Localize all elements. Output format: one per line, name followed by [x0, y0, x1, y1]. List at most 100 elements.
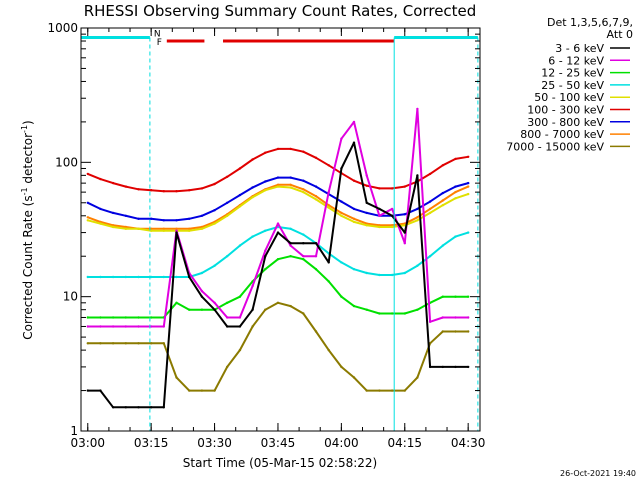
data-point: [188, 389, 191, 392]
data-point: [226, 214, 229, 217]
y-tick-label: 10: [63, 290, 78, 304]
data-point: [340, 261, 343, 264]
data-point: [200, 289, 204, 293]
data-point: [264, 189, 267, 192]
y-tick-label: 1000: [47, 21, 78, 35]
data-point: [302, 242, 305, 245]
data-point: [454, 330, 457, 333]
series-line: [87, 301, 469, 392]
data-point: [213, 222, 216, 225]
data-point: [289, 242, 292, 245]
data-point: [111, 181, 115, 185]
data-point: [314, 195, 318, 198]
data-point: [428, 255, 432, 258]
data-point: [276, 231, 280, 234]
data-point: [188, 227, 191, 230]
data-point: [302, 258, 305, 261]
data-point: [416, 207, 419, 211]
data-point: [150, 275, 153, 279]
data-point: [251, 196, 254, 199]
data-point: [213, 182, 216, 186]
data-point: [276, 258, 280, 261]
data-point: [365, 201, 368, 204]
data-point: [86, 216, 90, 219]
data-point: [264, 308, 267, 311]
data-point: [441, 295, 444, 298]
data-point: [302, 255, 305, 258]
data-point: [162, 342, 165, 345]
data-point: [150, 325, 153, 328]
data-point: [314, 330, 318, 333]
data-point: [264, 229, 267, 232]
data-point: [175, 231, 178, 234]
data-point: [340, 295, 343, 298]
data-point: [99, 316, 102, 319]
data-point: [390, 225, 394, 229]
data-point: [327, 206, 330, 209]
data-point: [467, 295, 470, 298]
data-point: [86, 275, 90, 279]
data-point: [365, 184, 368, 187]
data-point: [137, 406, 140, 409]
data-point: [124, 185, 128, 188]
data-point: [124, 316, 128, 319]
data-point: [314, 255, 318, 258]
data-point: [314, 156, 318, 159]
data-point: [378, 224, 381, 227]
data-point: [352, 268, 356, 271]
data-point: [403, 231, 406, 234]
data-point: [403, 242, 406, 245]
data-point: [124, 225, 128, 229]
data-point: [365, 224, 368, 227]
data-point: [378, 273, 381, 277]
data-point: [403, 213, 406, 216]
data-point: [276, 185, 280, 188]
data-point: [352, 376, 356, 379]
legend-label: 300 - 800 keV: [527, 116, 604, 129]
data-point: [238, 167, 242, 170]
data-point: [378, 389, 381, 392]
data-point: [175, 227, 178, 230]
data-point: [441, 330, 444, 333]
data-point: [175, 376, 178, 379]
data-point: [162, 325, 165, 328]
data-point: [403, 185, 406, 188]
data-point: [276, 183, 280, 186]
data-point: [137, 188, 140, 191]
data-point: [378, 312, 381, 315]
data-point: [213, 264, 216, 267]
data-point: [289, 147, 292, 151]
data-point: [390, 312, 394, 315]
data-point: [175, 301, 178, 304]
data-point: [188, 229, 191, 232]
data-point: [137, 217, 140, 220]
data-point: [162, 406, 165, 409]
data-point: [124, 275, 128, 279]
data-point: [441, 244, 444, 247]
x-tick-label: 03:00: [70, 436, 105, 450]
data-point: [390, 389, 394, 392]
data-point: [264, 249, 267, 252]
data-point: [226, 301, 229, 304]
data-point: [467, 330, 470, 333]
data-point: [352, 217, 356, 220]
data-point: [251, 186, 254, 189]
data-point: [365, 308, 368, 311]
data-point: [99, 389, 102, 392]
data-point: [365, 271, 368, 275]
data-point: [226, 255, 229, 258]
data-point: [327, 261, 330, 264]
data-point: [441, 164, 444, 167]
data-point: [226, 365, 229, 369]
data-point: [390, 187, 394, 190]
data-point: [302, 179, 305, 182]
data-point: [188, 275, 191, 279]
x-axis-label: Start Time (05-Mar-15 02:58:22): [183, 456, 377, 470]
series-7: [86, 176, 470, 222]
data-point: [111, 225, 115, 229]
data-point: [200, 187, 204, 190]
data-point: [238, 316, 242, 319]
legend-label: 25 - 50 keV: [541, 79, 604, 92]
data-point: [86, 201, 90, 204]
data-point: [327, 280, 330, 283]
